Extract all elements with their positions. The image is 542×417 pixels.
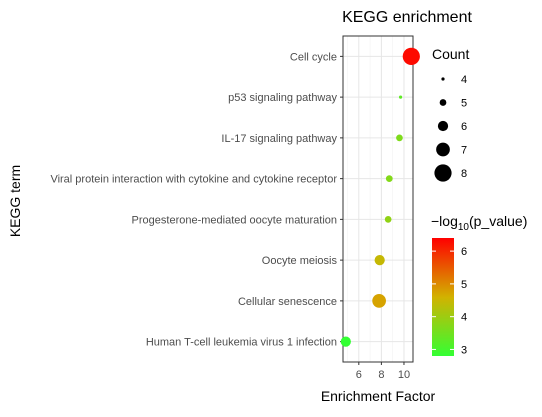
- pvalue-legend-title-prefix: −log: [431, 213, 458, 229]
- chart-title: KEGG enrichment: [342, 9, 472, 26]
- pvalue-legend-label: 4: [461, 312, 467, 324]
- y-tick-label: Progesterone-mediated oocyte maturation: [132, 214, 337, 226]
- count-legend-key: [434, 164, 452, 182]
- data-points: [340, 47, 420, 347]
- data-point: [374, 255, 385, 266]
- count-legend-key: [441, 77, 445, 81]
- panel-border: [342, 35, 414, 363]
- count-legend-label: 6: [461, 121, 467, 133]
- data-point: [372, 294, 386, 308]
- count-legend-label: 7: [461, 145, 467, 157]
- count-legend-key: [439, 99, 447, 106]
- x-tick-label: 10: [398, 369, 410, 381]
- y-axis-title: KEGG term: [7, 165, 23, 237]
- data-point: [385, 175, 393, 182]
- y-tick-label: p53 signaling pathway: [228, 92, 337, 104]
- x-tick-label: 6: [356, 369, 362, 381]
- data-point: [340, 336, 351, 347]
- panel-background: [343, 36, 413, 362]
- x-axis-title: Enrichment Factor: [321, 388, 436, 404]
- pvalue-legend-label: 3: [461, 344, 467, 356]
- data-point: [384, 216, 392, 223]
- count-legend-title: Count: [432, 46, 469, 62]
- pvalue-legend-label: 6: [461, 246, 467, 258]
- pvalue-legend-title-suffix: (p_value): [469, 213, 527, 229]
- y-tick-label: IL-17 signaling pathway: [221, 133, 337, 145]
- count-legend-key: [436, 142, 450, 157]
- count-legend-label: 4: [461, 74, 467, 86]
- data-point: [398, 95, 403, 99]
- count-legend-label: 8: [461, 168, 467, 180]
- data-point: [402, 47, 420, 65]
- count-legend: Count 4 5 6 7 8: [432, 46, 469, 182]
- y-tick-label: Viral protein interaction with cytokine …: [50, 174, 337, 186]
- pvalue-colorbar: [432, 238, 454, 356]
- y-tick-label: Oocyte meiosis: [262, 255, 338, 267]
- x-axis-tick-labels: 6 8 10: [356, 362, 410, 381]
- count-legend-key: [437, 120, 449, 132]
- y-axis-tick-labels: Human T-cell leukemia virus 1 infection C…: [50, 51, 343, 349]
- pvalue-legend-label: 5: [461, 279, 467, 291]
- y-tick-label: Human T-cell leukemia virus 1 infection: [146, 337, 337, 349]
- y-tick-label: Cellular senescence: [238, 296, 337, 308]
- x-tick-label: 8: [378, 369, 384, 381]
- count-legend-label: 5: [461, 98, 467, 110]
- pvalue-legend: −log10(p_value) 3 4 5 6: [431, 213, 527, 356]
- pvalue-legend-title-sub: 10: [458, 222, 470, 233]
- plot-panel: [342, 35, 414, 363]
- y-tick-label: Cell cycle: [290, 51, 337, 63]
- data-point: [396, 134, 403, 142]
- pvalue-legend-title: −log10(p_value): [431, 213, 527, 233]
